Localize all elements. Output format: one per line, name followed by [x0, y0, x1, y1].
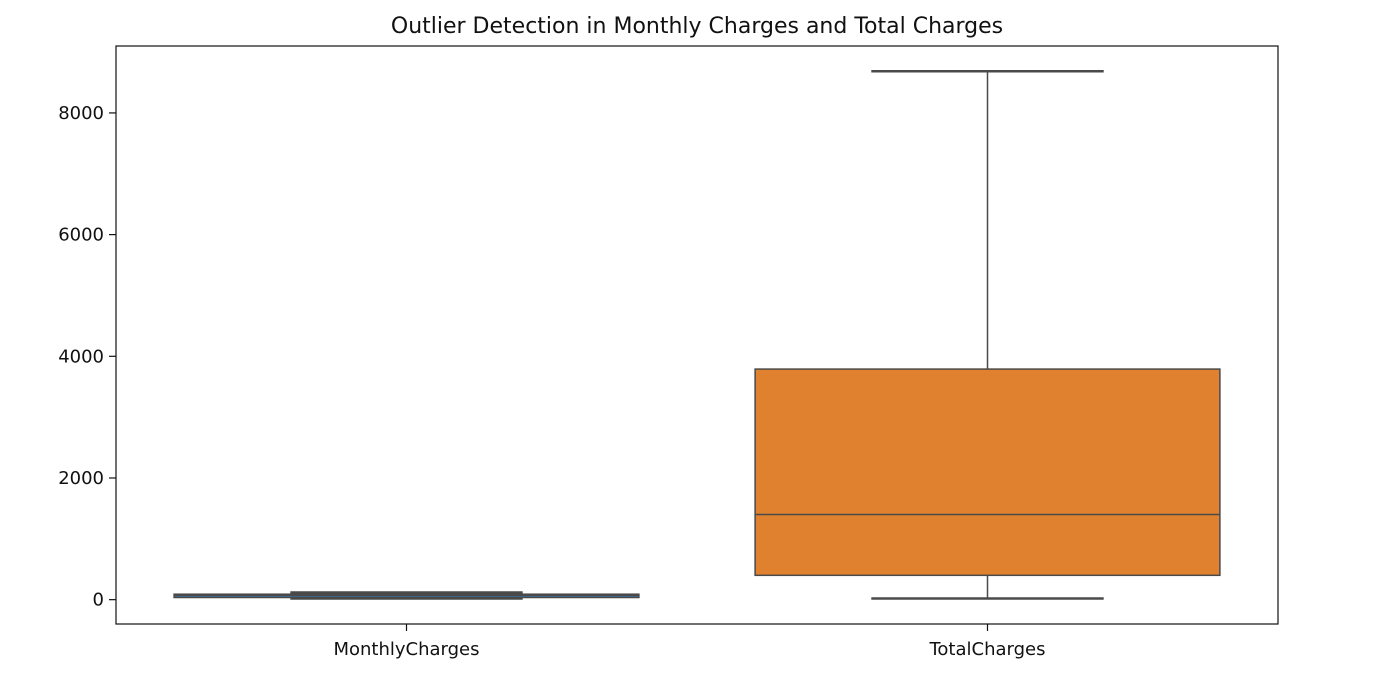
chart-title: Outlier Detection in Monthly Charges and… — [391, 14, 1003, 39]
boxes — [173, 70, 1221, 600]
box-iqr — [754, 368, 1221, 577]
x-tick-label: MonthlyCharges — [333, 639, 479, 660]
box-MonthlyCharges — [173, 591, 640, 600]
y-tick-label: 6000 — [58, 225, 104, 246]
y-tick-label: 0 — [93, 590, 104, 611]
plot-frame — [115, 45, 1279, 625]
y-tick-label: 2000 — [58, 468, 104, 489]
y-axis: 0 2000 4000 6000 8000 — [58, 103, 116, 611]
box-TotalCharges — [754, 70, 1221, 600]
y-tick-label: 4000 — [58, 346, 104, 367]
y-tick-label: 8000 — [58, 103, 104, 124]
x-tick-label: TotalCharges — [928, 639, 1045, 660]
x-axis: MonthlyCharges TotalCharges — [333, 624, 1046, 660]
